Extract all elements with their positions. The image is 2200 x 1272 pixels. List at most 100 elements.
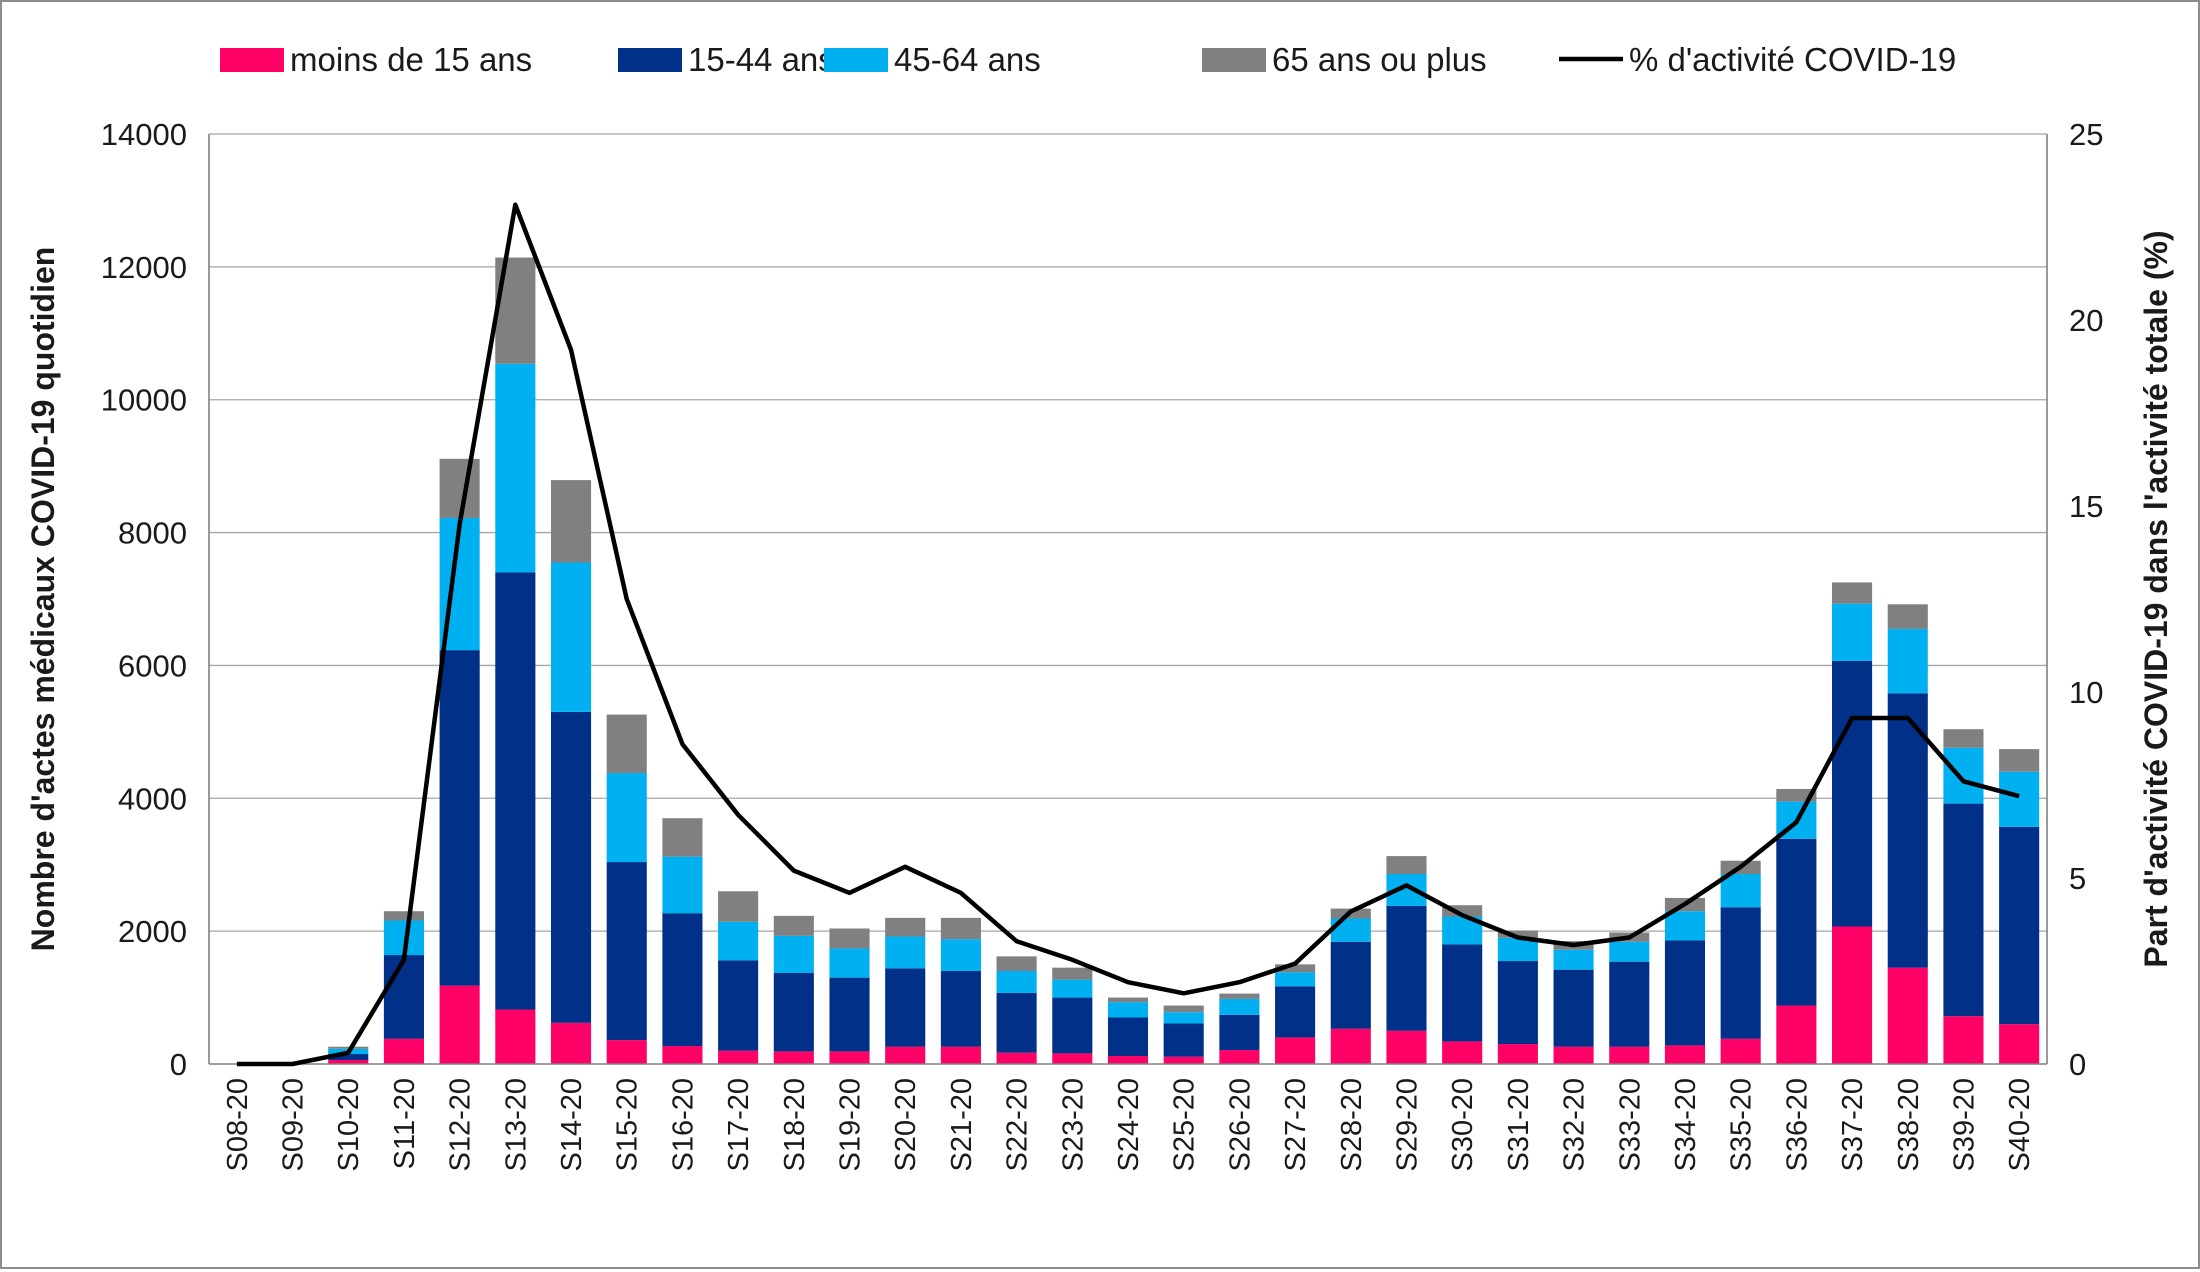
bar-segment bbox=[1720, 874, 1761, 908]
x-tick-label: S40-20 bbox=[2004, 1078, 2036, 1172]
x-tick-label: S32-20 bbox=[1559, 1078, 1591, 1172]
bar-segment bbox=[1052, 997, 1093, 1054]
y2-axis-title: Part d'activité COVID-19 dans l'activité… bbox=[2138, 230, 2174, 967]
bar-segment bbox=[1275, 1037, 1316, 1064]
bar-segment bbox=[996, 956, 1037, 971]
bar-segment bbox=[1275, 986, 1316, 1038]
y-tick-label: 10000 bbox=[101, 383, 187, 418]
y-tick-label: 8000 bbox=[118, 516, 187, 551]
bar-segment bbox=[1776, 838, 1817, 1006]
legend-label: 65 ans ou plus bbox=[1272, 41, 1487, 78]
bar-segment bbox=[1386, 856, 1427, 875]
x-tick-label: S28-20 bbox=[1336, 1078, 1368, 1172]
activity-line bbox=[236, 202, 2020, 1067]
bar-segment bbox=[829, 1051, 870, 1064]
bar-segment bbox=[1943, 747, 1984, 804]
bar-segment bbox=[829, 948, 870, 978]
legend-item: 65 ans ou plus bbox=[1202, 41, 1487, 78]
bar-segment bbox=[1943, 1016, 1984, 1064]
bar-segment bbox=[1776, 1005, 1817, 1064]
bar-segment bbox=[773, 972, 814, 1052]
x-tick-label: S33-20 bbox=[1614, 1078, 1646, 1172]
bar-segment bbox=[1887, 604, 1928, 629]
bar-segment bbox=[1386, 1030, 1427, 1064]
bar-segment bbox=[1163, 1005, 1204, 1013]
x-tick-label: S39-20 bbox=[1948, 1078, 1980, 1172]
bar-segment bbox=[662, 856, 703, 914]
bar-segment bbox=[940, 1046, 981, 1064]
bar-segment bbox=[1163, 1056, 1204, 1064]
bar-segment bbox=[606, 773, 647, 863]
bar-segment bbox=[1664, 911, 1706, 941]
x-tick-label: S17-20 bbox=[723, 1078, 755, 1172]
bar-segment bbox=[328, 1054, 369, 1061]
legend-swatch bbox=[1202, 48, 1266, 72]
x-tick-label: S15-20 bbox=[612, 1078, 644, 1172]
x-tick-label: S21-20 bbox=[946, 1078, 978, 1172]
bar-segment bbox=[1219, 1050, 1260, 1064]
bar-segment bbox=[1107, 1002, 1149, 1018]
bar-segment bbox=[1386, 905, 1427, 1031]
y-tick-label: 14000 bbox=[101, 117, 187, 152]
bar-segment bbox=[1330, 941, 1371, 1029]
x-tick-label: S08-20 bbox=[222, 1078, 254, 1172]
y-tick-label: 0 bbox=[170, 1047, 187, 1082]
bar-segment bbox=[439, 650, 480, 986]
bar-segment bbox=[1497, 1044, 1538, 1064]
bar-segment bbox=[996, 1052, 1037, 1064]
legend-label: % d'activité COVID-19 bbox=[1629, 41, 1956, 78]
bar-segment bbox=[718, 1050, 759, 1064]
bar-segment bbox=[662, 818, 703, 857]
x-tick-label: S11-20 bbox=[389, 1078, 421, 1169]
bar-segment bbox=[1553, 1046, 1594, 1064]
x-tick-label: S38-20 bbox=[1893, 1078, 1925, 1172]
bar-segment bbox=[885, 968, 926, 1047]
bar-segment bbox=[550, 711, 592, 1023]
x-tick-label: S37-20 bbox=[1837, 1078, 1869, 1172]
bar-segment bbox=[1776, 788, 1817, 802]
legend-item: 15-44 ans bbox=[618, 41, 835, 78]
bar-segment bbox=[1442, 944, 1483, 1042]
bar-segment bbox=[829, 977, 870, 1052]
x-tick-label: S12-20 bbox=[445, 1078, 477, 1172]
bar-segment bbox=[1832, 603, 1873, 661]
bar-segment bbox=[1720, 1038, 1761, 1064]
bar-segment bbox=[1887, 628, 1928, 694]
x-tick-label: S35-20 bbox=[1726, 1078, 1758, 1172]
bar-segment bbox=[439, 458, 480, 518]
bar-segment bbox=[495, 572, 536, 1010]
bar-segment bbox=[1832, 582, 1873, 604]
x-tick-label: S23-20 bbox=[1057, 1078, 1089, 1172]
legend-item: 45-64 ans bbox=[824, 41, 1041, 78]
bar-segment bbox=[1943, 729, 1984, 748]
bar-segment bbox=[1887, 693, 1928, 968]
y2-tick-label: 5 bbox=[2069, 861, 2086, 896]
bar-segment bbox=[1553, 949, 1594, 970]
x-tick-label: S20-20 bbox=[890, 1078, 922, 1172]
x-tick-label: S29-20 bbox=[1391, 1078, 1423, 1172]
legend-swatch bbox=[824, 48, 888, 72]
y2-tick-label: 10 bbox=[2069, 675, 2103, 710]
x-tick-label: S18-20 bbox=[779, 1078, 811, 1172]
bar-segment bbox=[1999, 1024, 2040, 1064]
bar-segment bbox=[1943, 803, 1984, 1017]
bar-segment bbox=[885, 917, 926, 937]
x-tick-label: S09-20 bbox=[278, 1078, 310, 1172]
bar-segment bbox=[1052, 979, 1093, 998]
bar-segment bbox=[1163, 1012, 1204, 1024]
bar-segment bbox=[773, 935, 814, 973]
x-tick-label: S27-20 bbox=[1280, 1078, 1312, 1172]
y-tick-label: 6000 bbox=[118, 648, 187, 683]
x-tick-label: S34-20 bbox=[1670, 1078, 1702, 1172]
legend-swatch bbox=[220, 48, 284, 72]
bar-segment bbox=[996, 971, 1037, 993]
x-tick-label: S10-20 bbox=[333, 1078, 365, 1172]
bar-segment bbox=[383, 911, 424, 921]
y2-tick-label: 25 bbox=[2069, 117, 2103, 152]
bar-segment bbox=[1497, 937, 1538, 962]
x-tick-label: S26-20 bbox=[1224, 1078, 1256, 1172]
x-tick-label: S19-20 bbox=[835, 1078, 867, 1172]
legend-swatch bbox=[618, 48, 682, 72]
